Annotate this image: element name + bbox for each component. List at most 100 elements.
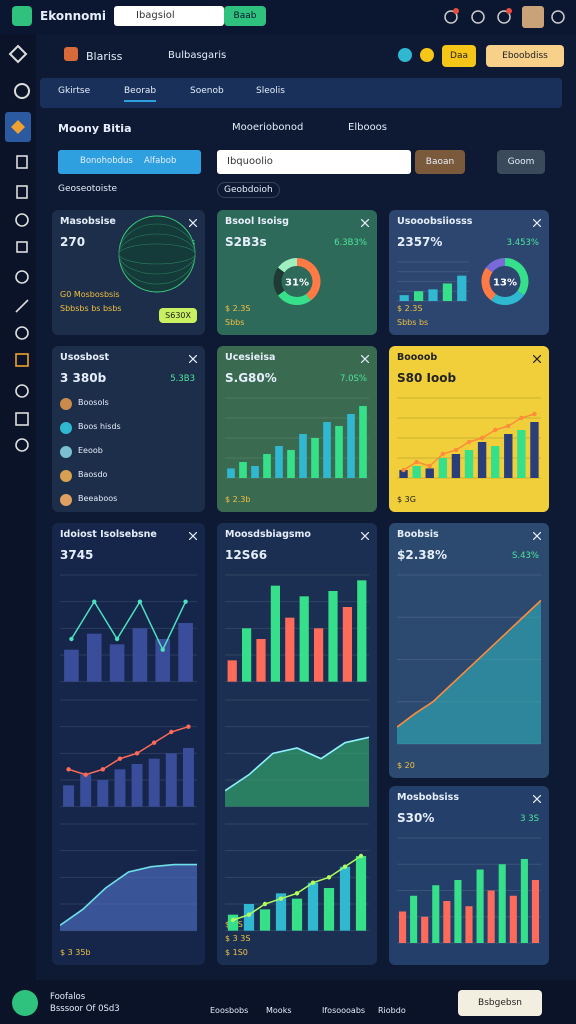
tab[interactable]: Gkirtse	[58, 86, 91, 96]
sub-middle: Bulbasgaris	[168, 50, 227, 61]
bar	[299, 596, 309, 682]
sidebar-icons	[5, 44, 31, 452]
chart	[397, 261, 469, 302]
top-bar: Ekonnomi Ibagsiol Baab	[0, 0, 576, 34]
bar	[342, 607, 353, 682]
line-point	[519, 415, 524, 421]
card-note: $ 3 3S	[225, 934, 251, 943]
bar	[357, 580, 367, 682]
footer: Foofalos Bsssoor Of 0Sd3 Eoosbobs Mooks If…	[0, 980, 576, 1024]
card: Usosbost 3 380b 5.3B3 Boosols Boos hisds Eeoo…	[52, 346, 205, 512]
list-item: Beeaboos	[78, 494, 118, 503]
chart	[60, 574, 197, 683]
bar	[251, 466, 259, 478]
bar	[520, 859, 528, 943]
chip[interactable]: Bonohobdus Alfabob	[58, 150, 201, 174]
bar	[114, 768, 126, 807]
bar	[287, 450, 295, 478]
filter-label[interactable]: Geoseotoiste	[58, 184, 118, 194]
chart: 13%	[481, 258, 529, 305]
close-icon	[361, 219, 369, 227]
bar	[517, 430, 526, 478]
card: Boooob S80 Ioob $ 3G	[389, 346, 549, 512]
bar	[339, 866, 351, 931]
card: Mosbobsiss S30% 3 3S	[389, 786, 549, 965]
line-point	[69, 636, 74, 642]
card-button[interactable]: S630X	[159, 308, 197, 323]
card: Usooobsiiosss 2357% 3.453% $ 2.3S Sbbs bs 13%	[389, 210, 549, 335]
card-close	[533, 795, 541, 803]
bar	[263, 454, 271, 478]
close-icon	[361, 355, 369, 363]
footer-nav[interactable]: Mooks	[266, 1006, 292, 1015]
bar	[155, 639, 171, 682]
close-icon	[533, 795, 541, 803]
list-item: Boos hisds	[78, 422, 121, 431]
line-point	[492, 427, 498, 433]
sub-header: Blariss Bulbasgaris Daa Eboobdiss	[36, 38, 576, 74]
card-stat: 12S66	[225, 548, 268, 562]
card-close	[361, 532, 369, 540]
chart	[60, 699, 197, 807]
footer-nav[interactable]: Ifosoooabs	[322, 1006, 366, 1015]
list-dot	[60, 422, 72, 434]
line-point	[294, 891, 300, 896]
search-input[interactable]: Ibagsiol	[114, 6, 224, 26]
card-stat2: S.43%	[512, 551, 539, 561]
line-point	[427, 463, 432, 469]
close-icon	[533, 532, 541, 540]
bar	[509, 895, 517, 943]
bar	[413, 291, 424, 301]
bar	[498, 864, 506, 943]
line	[68, 725, 189, 776]
list-dot	[60, 494, 72, 506]
bar	[454, 880, 462, 943]
sub-dot	[420, 48, 434, 62]
line-point	[278, 896, 284, 902]
bar	[313, 628, 324, 682]
chart	[397, 837, 541, 944]
filter-button2[interactable]: Goom	[497, 150, 545, 174]
line	[70, 600, 187, 652]
chart	[225, 574, 369, 683]
line-point	[114, 636, 120, 642]
filter-button[interactable]: Baoan	[415, 150, 465, 174]
tab[interactable]: Soenob	[190, 86, 224, 96]
card-note: Sbbsbs bs bsbs	[60, 304, 122, 313]
bar	[457, 275, 467, 301]
card-stat: 270	[60, 235, 86, 249]
bar	[323, 422, 331, 478]
line-point	[342, 864, 348, 870]
list-item: Eeoob	[78, 446, 103, 455]
footer-nav[interactable]: Eoosbobs	[210, 1006, 249, 1015]
tab[interactable]: Sleolis	[256, 86, 285, 96]
light-button[interactable]: Eboobdiss	[486, 45, 564, 67]
search-button[interactable]: Baab	[224, 6, 266, 26]
chart	[225, 823, 369, 932]
tab[interactable]: Beorab	[124, 86, 157, 102]
card-close	[189, 532, 197, 540]
logo	[12, 6, 32, 26]
line-point	[83, 772, 88, 777]
bar	[97, 779, 109, 807]
donut-segment	[273, 267, 285, 296]
card-close	[533, 355, 541, 363]
card-note: $ 2.3S	[397, 304, 423, 313]
line-point	[160, 647, 165, 652]
footer-button[interactable]: Bsbgebsn	[458, 990, 542, 1016]
card-title: Boooob	[397, 352, 438, 363]
toolbar-right: Elbooos	[348, 122, 388, 133]
chip-text: Bonohobdus	[80, 156, 133, 166]
yellow-button[interactable]: Daa	[442, 45, 476, 67]
filter-input[interactable]: Ibquoolio	[217, 150, 411, 174]
footer-subtitle: Bsssoor Of 0Sd3	[50, 1004, 120, 1014]
footer-title: Foofalos	[50, 992, 86, 1002]
bar	[530, 422, 539, 478]
filter-label2[interactable]: Geobdoioh	[217, 182, 280, 198]
card-note: $ 3G	[397, 495, 416, 504]
footer-nav[interactable]: Riobdo	[378, 1006, 406, 1015]
header-icons	[444, 6, 565, 28]
bar	[504, 434, 513, 478]
